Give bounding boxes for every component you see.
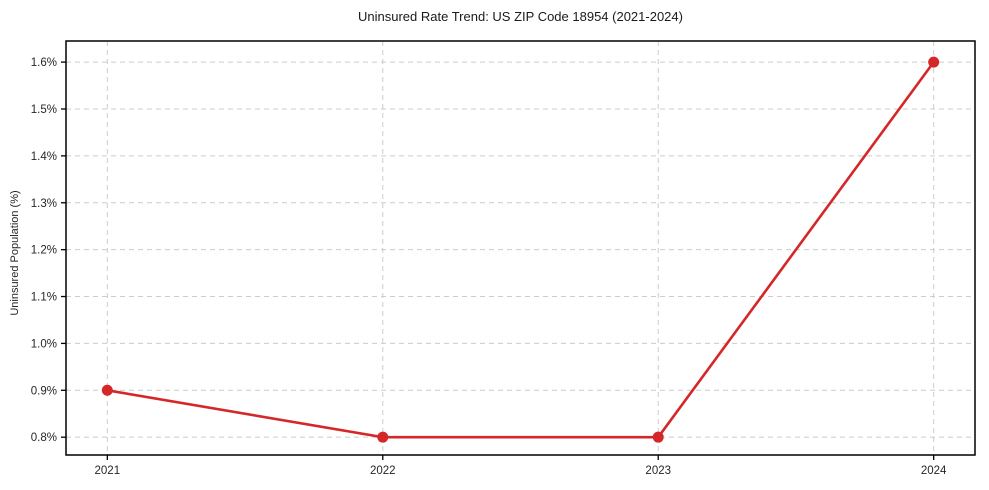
- y-tick-label: 1.4%: [31, 151, 57, 163]
- y-tick-label: 1.2%: [31, 245, 57, 257]
- data-point-marker: [652, 431, 664, 443]
- x-tick-label: 2023: [645, 465, 671, 477]
- x-tick-label: 2021: [95, 465, 121, 477]
- data-point-marker: [377, 431, 389, 443]
- plot-border: [65, 40, 976, 456]
- trend-line: [106, 60, 935, 439]
- chart-title: Uninsured Rate Trend: US ZIP Code 18954 …: [358, 9, 683, 24]
- x-tick-label: 2022: [370, 465, 396, 477]
- y-tick-label: 1.6%: [31, 57, 57, 69]
- x-tick-label: 2024: [921, 465, 947, 477]
- y-tick-label: 1.5%: [31, 104, 57, 116]
- y-tick-label: 0.9%: [31, 385, 57, 397]
- y-tick-label: 0.8%: [31, 432, 57, 444]
- y-tick-label: 1.3%: [31, 198, 57, 210]
- y-tick-label: 1.0%: [31, 338, 57, 350]
- data-point-marker: [101, 384, 113, 396]
- data-point-marker: [928, 56, 940, 68]
- y-tick-label: 1.1%: [31, 292, 57, 304]
